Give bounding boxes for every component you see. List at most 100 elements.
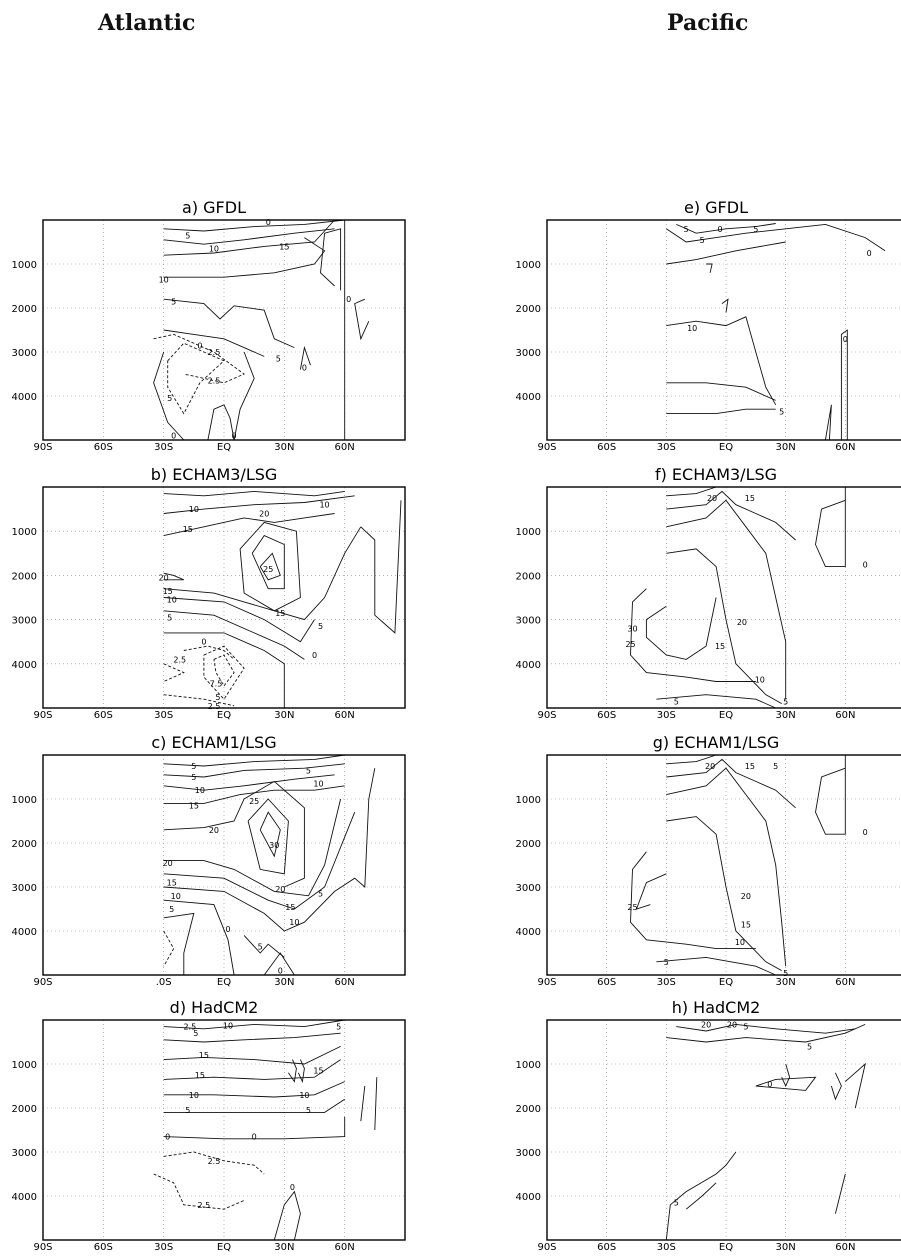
panel-f: f) ECHAM3/LSG 20 15 0 30 25 20 15 10 5 5 90S 60S 30S E… — [516, 465, 901, 721]
contour-line — [163, 812, 356, 910]
contour-line — [834, 1173, 846, 1214]
contour-line — [288, 1059, 297, 1083]
contour-label: 10 — [159, 275, 169, 284]
contour-line — [163, 798, 342, 897]
x-tick-label: 30N — [776, 442, 796, 453]
contour-line — [815, 487, 846, 568]
contour-label: 15 — [285, 903, 295, 912]
contour-label: 5 — [753, 225, 758, 234]
contour-line — [273, 1190, 301, 1241]
contour-label: 10 — [289, 918, 299, 927]
x-tick-label: 90S — [33, 1242, 52, 1253]
contour-line — [163, 228, 335, 245]
x-tick-label: EQ — [217, 977, 231, 988]
contour-label: 0 — [346, 295, 351, 304]
contour-line — [666, 241, 786, 265]
contour-label: 5 — [215, 693, 220, 702]
contour-label: 15 — [313, 1067, 323, 1076]
plot-frame — [546, 1019, 901, 1241]
x-tick-label: 60N — [335, 977, 355, 988]
contour-line — [239, 521, 301, 612]
x-tick-label: 90S — [537, 977, 556, 988]
contour-label: 0 — [863, 560, 868, 569]
contour-line — [163, 513, 335, 537]
contour-label: 0 — [302, 363, 307, 372]
panel-title: c) ECHAM1/LSG — [151, 733, 276, 752]
contour-line — [830, 1072, 842, 1101]
contour-label: 7.5 — [210, 680, 223, 689]
contour-line — [354, 298, 370, 341]
contour-label: 5 — [674, 1199, 679, 1208]
x-tick-label: EQ — [719, 977, 733, 988]
panel-title: d) HadCM2 — [170, 998, 259, 1017]
x-tick-label: 30S — [154, 710, 173, 721]
contour-label: 10 — [223, 1021, 233, 1030]
contour-label: 2.5 — [208, 702, 221, 711]
contour-label: 15 — [195, 1071, 205, 1080]
contour-label: 5 — [807, 1042, 812, 1051]
y-tick-label: 4000 — [12, 392, 37, 403]
contour-line — [374, 1077, 378, 1131]
contour-line — [721, 298, 729, 313]
contour-line — [243, 935, 285, 958]
contour-label: 5 — [743, 1023, 748, 1032]
contour-label: 25 — [263, 565, 273, 574]
contour-label: 5 — [167, 394, 172, 403]
panel-h: h) HadCM2 20 20 5 5 0 5 90S 60S 30S EQ 30N 60N 1000 20… — [516, 998, 901, 1253]
plot-frame — [42, 1019, 406, 1241]
contour-label: 20 — [705, 762, 715, 771]
contour-line — [666, 499, 787, 700]
contour-label: 5 — [191, 762, 196, 771]
contour-label: 5 — [171, 297, 176, 306]
contour-label: 0 — [290, 1183, 295, 1192]
contour-line — [297, 1059, 305, 1084]
y-tick-label: 1000 — [516, 1060, 541, 1071]
y-tick-label: 2000 — [12, 1104, 37, 1115]
contour-line — [666, 1023, 866, 1043]
contour-label: 0 — [843, 335, 848, 344]
contour-label: 15 — [275, 609, 285, 618]
contour-label: 10 — [313, 780, 323, 789]
contour-line — [163, 930, 175, 967]
contour-line — [666, 408, 776, 415]
y-tick-label: 4000 — [12, 1192, 37, 1203]
contour-label: 5 — [674, 697, 679, 706]
contour-label: 5 — [779, 407, 784, 416]
y-tick-label: 2000 — [12, 571, 37, 582]
contour-label: 5 — [306, 1106, 311, 1115]
contour-line — [251, 535, 285, 590]
contour-label: 10 — [687, 324, 697, 333]
contour-label: 2.5 — [183, 1023, 196, 1032]
contour-label: 15 — [741, 920, 751, 929]
contour-line — [163, 754, 345, 767]
x-tick-label: 30S — [154, 1242, 173, 1253]
contour-label: 10 — [299, 1091, 309, 1100]
contour-line — [666, 316, 777, 406]
x-tick-label: 30N — [274, 442, 294, 453]
x-tick-label: 30N — [776, 977, 796, 988]
contour-line — [163, 1032, 341, 1043]
contour-label: 25 — [625, 640, 635, 649]
x-tick-label: 60N — [335, 442, 355, 453]
contour-line — [645, 597, 717, 660]
contour-line — [163, 632, 285, 708]
x-tick-label: 60N — [835, 977, 855, 988]
contour-line — [656, 694, 776, 709]
contour-line — [630, 588, 756, 682]
plot-frame — [42, 754, 406, 976]
contour-label: 5 — [700, 236, 705, 245]
y-tick-label: 4000 — [516, 660, 541, 671]
y-tick-label: 2000 — [516, 571, 541, 582]
y-tick-label: 1000 — [12, 1060, 37, 1071]
contour-line — [163, 219, 335, 256]
x-tick-label: 30N — [274, 1242, 294, 1253]
x-tick-label: EQ — [217, 710, 231, 721]
contour-line — [213, 654, 235, 687]
y-tick-label: 4000 — [12, 660, 37, 671]
contour-label: 0 — [278, 967, 283, 976]
y-tick-label: 3000 — [12, 883, 37, 894]
contour-label: 20 — [707, 494, 717, 503]
contour-line — [153, 333, 245, 384]
y-tick-label: 2000 — [516, 839, 541, 850]
contour-label: 20 — [163, 859, 173, 868]
